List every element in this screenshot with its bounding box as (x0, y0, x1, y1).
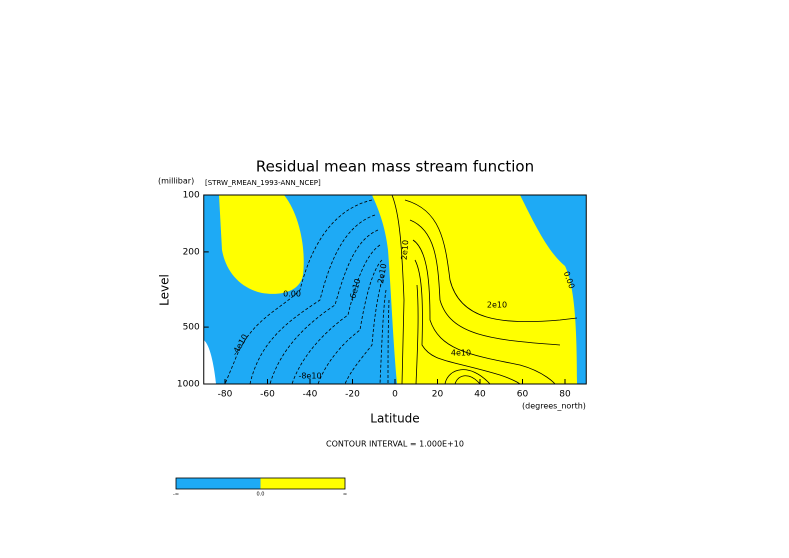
contour-label: 4e10 (451, 349, 471, 358)
x-tick-label: -20 (345, 390, 360, 400)
colorbar-label: -∞ (173, 492, 179, 498)
positive-region (219, 195, 304, 294)
x-tick-label: 20 (432, 390, 444, 400)
footnote: CONTOUR INTERVAL = 1.000E+10 (326, 440, 464, 449)
y-tick-label: 200 (183, 247, 200, 257)
colorbar-label: 0.0 (257, 492, 265, 498)
colorbar: -∞ 0.0 ∞ (173, 477, 347, 498)
positive-contours (391, 194, 578, 385)
x-tick-label: -80 (218, 390, 233, 400)
colorbar-frame (175, 477, 346, 490)
y-tick-label: 100 (183, 191, 200, 201)
colorbar-swatch (176, 478, 261, 489)
x-units: (degrees_north) (522, 402, 586, 411)
contour-label: 2e10 (487, 301, 507, 310)
x-tick-label: -60 (260, 390, 275, 400)
x-tick-label: 80 (559, 390, 571, 400)
x-tick-label: -40 (303, 390, 318, 400)
positive-region (372, 195, 577, 384)
missing-region (203, 340, 216, 384)
contour-label: -8e10 (298, 372, 321, 381)
subtitle: [STRW_RMEAN_1993-ANN_NCEP] (205, 179, 321, 187)
contour-label: -2e10 (376, 263, 389, 287)
y-tick-label: 500 (183, 323, 200, 333)
x-tick-label: 40 (474, 390, 486, 400)
x-tick-label: 60 (517, 390, 529, 400)
negative-contours (224, 199, 390, 385)
x-axis-label: Latitude (370, 412, 419, 426)
colorbar-label: ∞ (343, 492, 347, 498)
y-tick-label: 1000 (177, 380, 200, 390)
contour-label: 0.00 (283, 290, 301, 299)
y-axis-label: Level (158, 274, 172, 306)
y-units: (millibar) (158, 177, 194, 186)
contour-label: 2e10 (400, 240, 411, 261)
x-tick-label: 0 (392, 390, 398, 400)
chart-title: Residual mean mass stream function (256, 158, 534, 176)
colorbar-swatch (260, 478, 345, 489)
